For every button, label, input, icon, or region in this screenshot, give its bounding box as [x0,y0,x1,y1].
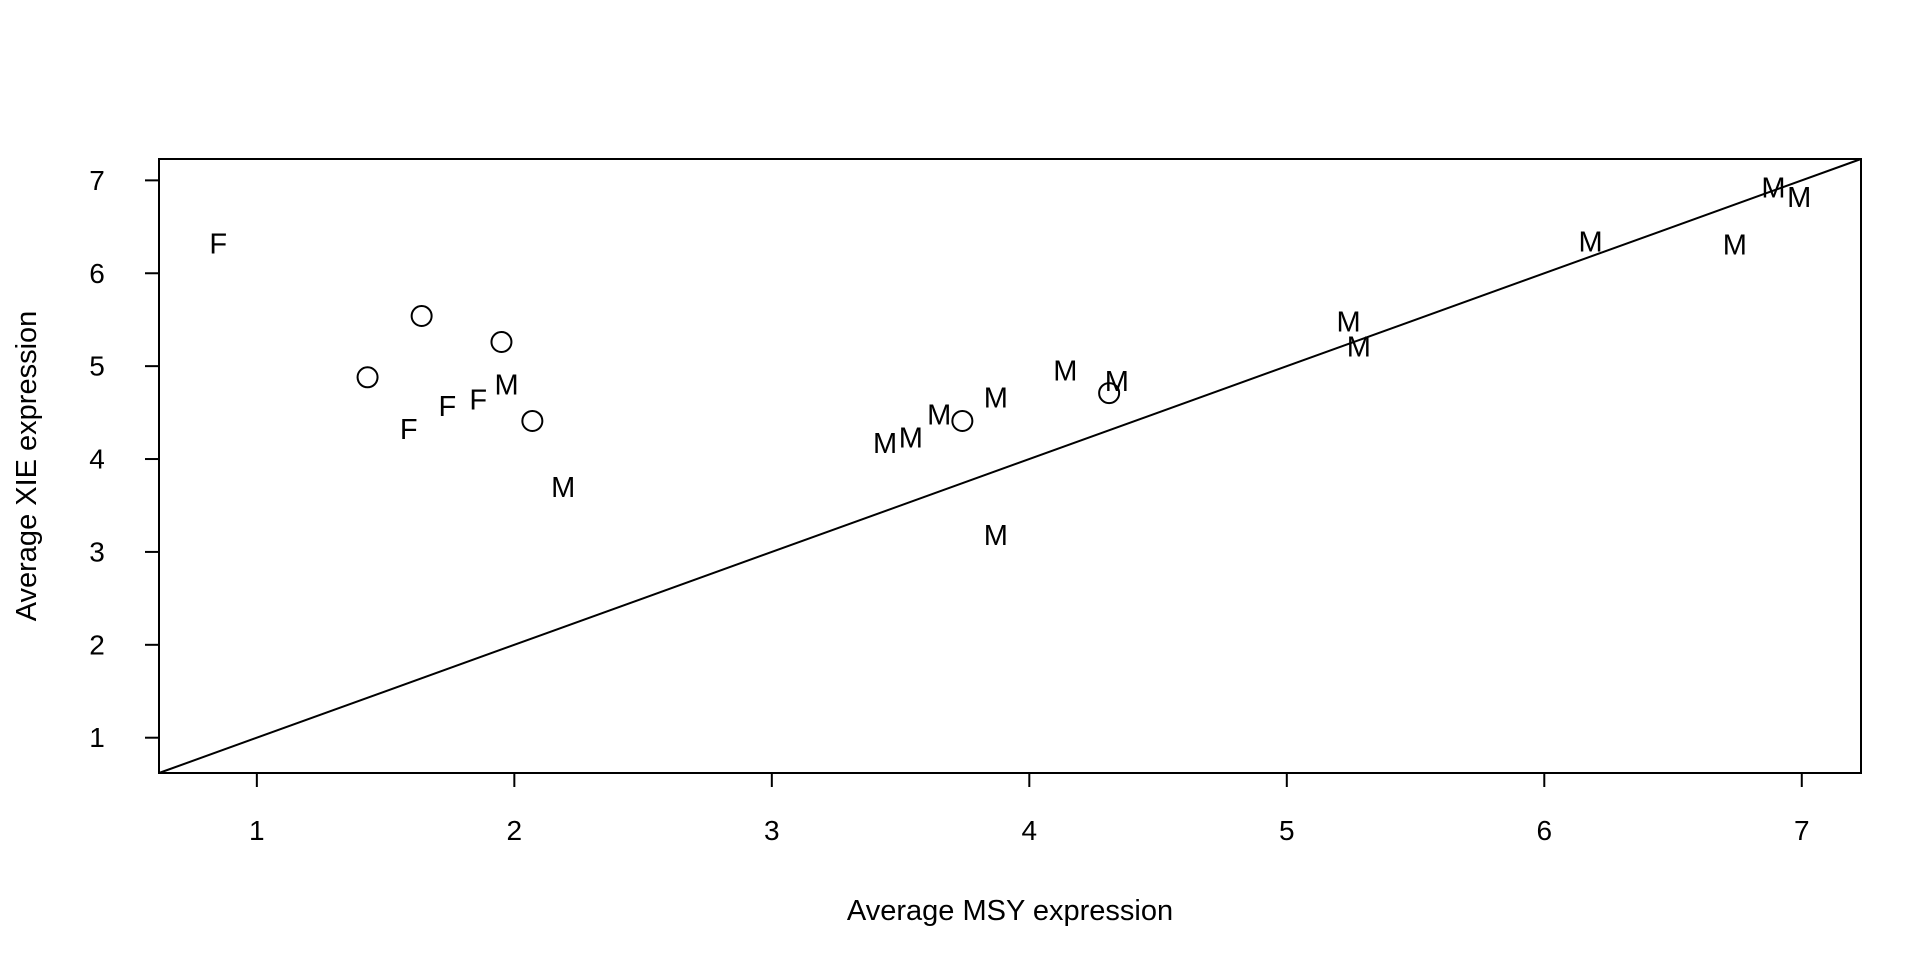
x-tick-label: 6 [1536,815,1552,846]
y-tick-label: 7 [89,165,105,196]
data-point-o [356,366,379,389]
y-tick-label: 2 [89,629,105,660]
data-point-m: M [1053,356,1077,388]
x-tick-label: 2 [507,815,523,846]
data-point-m: M [984,520,1008,552]
identity-line-layer [158,158,1862,774]
y-axis: 1 2 3 4 5 6 7 [89,165,159,753]
data-point-m: M [873,428,897,460]
data-point-f: F [469,385,487,417]
x-tick-label: 1 [249,815,265,846]
data-point-f: F [439,391,457,423]
data-point-m: M [1579,227,1603,259]
x-axis-title: Average MSY expression [847,895,1173,927]
data-point-m: M [1105,366,1129,398]
x-tick-label: 7 [1794,815,1810,846]
plot-frame [158,158,1862,774]
data-point-f: F [400,414,418,446]
y-tick-label: 6 [89,258,105,289]
data-point-m: M [495,370,519,402]
data-point-m: M [551,472,575,504]
data-point-f: F [209,228,227,260]
y-axis-title: Average XIE expression [11,311,43,622]
data-point-o [521,409,544,432]
data-point-m: M [1347,332,1371,364]
data-point-m: M [1761,173,1785,205]
x-tick-label: 3 [764,815,780,846]
data-point-m: M [1337,306,1361,338]
y-tick-label: 1 [89,722,105,753]
x-tick-label: 5 [1279,815,1295,846]
data-point-o [490,330,513,353]
data-point-m: M [927,399,951,431]
y-tick-label: 3 [89,536,105,567]
data-point-m: M [1787,182,1811,214]
y-tick-label: 4 [89,444,105,475]
data-point-m: M [984,383,1008,415]
data-point-o [951,409,974,432]
x-axis: 1 2 3 4 5 6 7 [249,773,1810,846]
data-point-m: M [1723,229,1747,261]
data-point-o [410,304,433,327]
data-point-o [1098,382,1121,405]
identity-line [158,158,1862,774]
y-tick-label: 5 [89,351,105,382]
x-tick-label: 4 [1022,815,1038,846]
data-point-m: M [899,423,923,455]
